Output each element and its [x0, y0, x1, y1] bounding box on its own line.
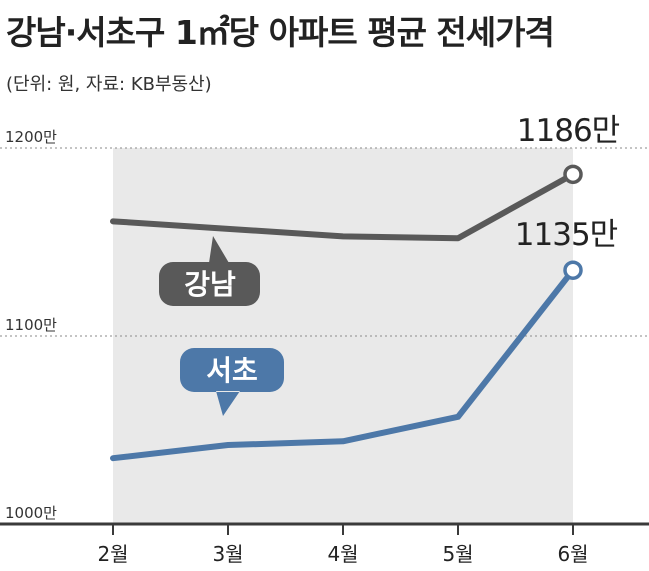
chart-area-fill: [113, 148, 573, 524]
end-marker-seocho: [563, 260, 583, 280]
x-tick-label: 3월: [212, 542, 243, 566]
end-markers: [563, 164, 583, 280]
chart-title: 강남·서초구 1㎡당 아파트 평균 전세가격: [6, 13, 555, 52]
seocho-bubble: [180, 348, 284, 416]
y-tick-label: 1100만: [5, 316, 57, 334]
series-label-gangnam-text: 강남: [184, 268, 236, 301]
x-tick-label: 2월: [97, 542, 128, 566]
x-tick-labels: 2월 3월 4월 5월 6월: [97, 542, 588, 566]
x-tick-marks: [112, 524, 574, 535]
x-tick-label: 6월: [557, 542, 588, 566]
x-tick-label: 5월: [442, 542, 473, 566]
chart-subtitle: (단위: 원, 자료: KB부동산): [6, 74, 212, 95]
series-label-seocho-text: 서초: [206, 354, 258, 387]
x-tick-label: 4월: [327, 542, 358, 566]
end-value-label-gangnam: 1186만: [517, 113, 620, 149]
gangnam-bubble: [159, 236, 260, 306]
grid-lines: [0, 147, 649, 337]
series-label-seocho: 서초: [180, 348, 284, 416]
y-tick-labels: 1200만 1100만 1000만: [5, 128, 57, 522]
series-lines: [110, 171, 576, 462]
end-value-label-seocho: 1135만: [515, 217, 618, 253]
y-tick-label: 1200만: [5, 128, 57, 146]
y-tick-label: 1000만: [5, 504, 57, 522]
end-marker-gangnam: [563, 164, 583, 185]
series-label-gangnam: 강남: [159, 236, 260, 306]
